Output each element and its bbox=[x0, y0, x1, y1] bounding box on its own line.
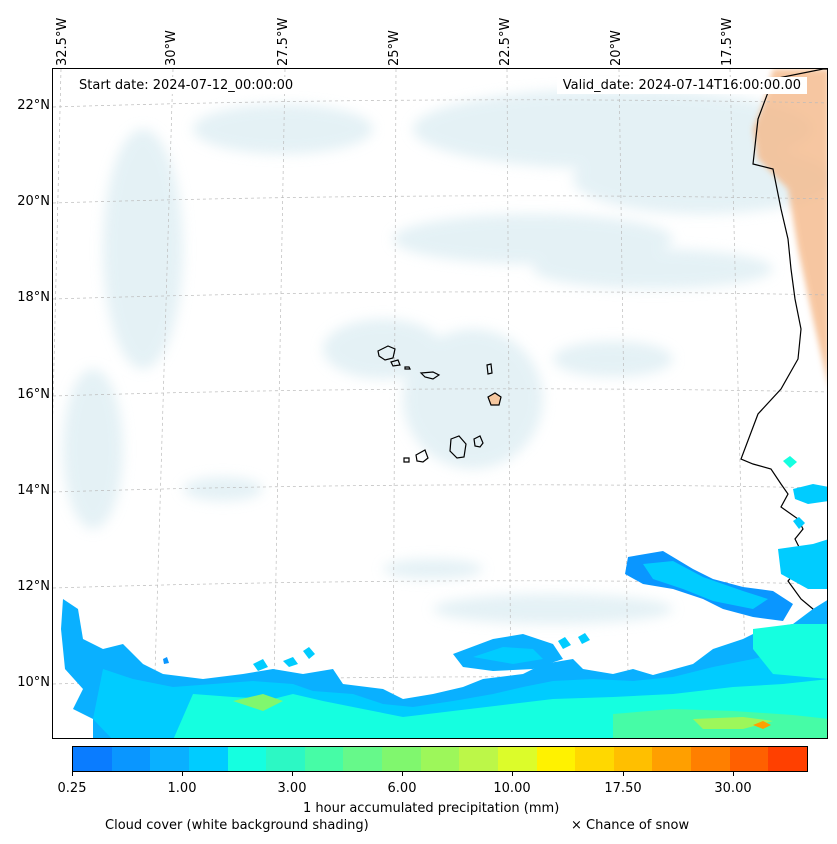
colorbar-swatch bbox=[304, 747, 344, 771]
colorbar-swatch bbox=[459, 747, 498, 771]
valid-date-label: Valid_date: 2024-07-14T16:00:00.00 bbox=[556, 77, 807, 94]
lon-label-32-5w: 32.5°W bbox=[55, 17, 70, 66]
start-date-label: Start date: 2024-07-12_00:00:00 bbox=[73, 77, 300, 94]
colorbar-swatch bbox=[691, 747, 730, 771]
colorbar-swatch bbox=[150, 747, 189, 771]
colorbar-tickmark-6 bbox=[733, 772, 734, 776]
lat-label-16n: 16°N bbox=[17, 387, 50, 402]
precipitation-field bbox=[61, 456, 827, 738]
colorbar-tick-4: 10.00 bbox=[493, 781, 531, 796]
colorbar-swatch bbox=[575, 747, 614, 771]
colorbar-swatch bbox=[497, 747, 537, 771]
colorbar-tick-3: 6.00 bbox=[387, 781, 417, 796]
colorbar-swatch bbox=[73, 747, 112, 771]
colorbar-swatch bbox=[382, 747, 421, 771]
colorbar-swatch bbox=[266, 747, 305, 771]
dust-shading bbox=[753, 69, 827, 381]
snow-caption: × Chance of snow bbox=[571, 818, 690, 833]
lon-label-30w: 30°W bbox=[164, 30, 179, 66]
lat-label-12n: 12°N bbox=[17, 579, 50, 594]
colorbar-tickmark-4 bbox=[512, 772, 513, 776]
lon-label-25w: 25°W bbox=[387, 30, 402, 66]
cloud-cover-caption: Cloud cover (white background shading) bbox=[105, 818, 369, 833]
colorbar-swatch bbox=[652, 747, 691, 771]
colorbar-swatch bbox=[227, 747, 267, 771]
colorbar-tickmark-2 bbox=[292, 772, 293, 776]
colorbar-tickmark-5 bbox=[623, 772, 624, 776]
colorbar-swatch bbox=[768, 747, 807, 771]
map-canvas bbox=[53, 69, 827, 738]
africa-coastline bbox=[740, 69, 827, 638]
colorbar-tickmark-0 bbox=[72, 772, 73, 776]
colorbar-tick-5: 17.50 bbox=[604, 781, 642, 796]
colorbar-swatch bbox=[420, 747, 460, 771]
colorbar-tick-1: 1.00 bbox=[167, 781, 197, 796]
lon-label-17-5w: 17.5°W bbox=[720, 17, 735, 66]
lat-label-14n: 14°N bbox=[17, 483, 50, 498]
colorbar-tickmark-1 bbox=[182, 772, 183, 776]
cloud-cover-shading bbox=[63, 89, 827, 624]
colorbar-swatch bbox=[111, 747, 151, 771]
colorbar-tickmark-3 bbox=[402, 772, 403, 776]
lat-label-18n: 18°N bbox=[17, 290, 50, 305]
gridlines bbox=[53, 69, 827, 738]
colorbar-swatch bbox=[729, 747, 769, 771]
lat-label-20n: 20°N bbox=[17, 194, 50, 209]
lon-label-20w: 20°W bbox=[609, 30, 624, 66]
lon-label-22-5w: 22.5°W bbox=[498, 17, 513, 66]
precipitation-colorbar bbox=[72, 746, 808, 772]
colorbar-tick-0: 0.25 bbox=[57, 781, 87, 796]
colorbar-tick-2: 3.00 bbox=[277, 781, 307, 796]
lat-label-10n: 10°N bbox=[17, 675, 50, 690]
colorbar-swatch bbox=[536, 747, 576, 771]
colorbar-label: 1 hour accumulated precipitation (mm) bbox=[303, 801, 560, 816]
cape-verde-islands bbox=[377, 345, 502, 463]
colorbar-tick-6: 30.00 bbox=[714, 781, 752, 796]
colorbar-swatch bbox=[343, 747, 382, 771]
colorbar-swatch bbox=[613, 747, 653, 771]
lat-label-22n: 22°N bbox=[17, 98, 50, 113]
lon-label-27-5w: 27.5°W bbox=[276, 17, 291, 66]
colorbar-swatch bbox=[188, 747, 228, 771]
map-panel[interactable]: Start date: 2024-07-12_00:00:00 Valid_da… bbox=[52, 68, 828, 739]
